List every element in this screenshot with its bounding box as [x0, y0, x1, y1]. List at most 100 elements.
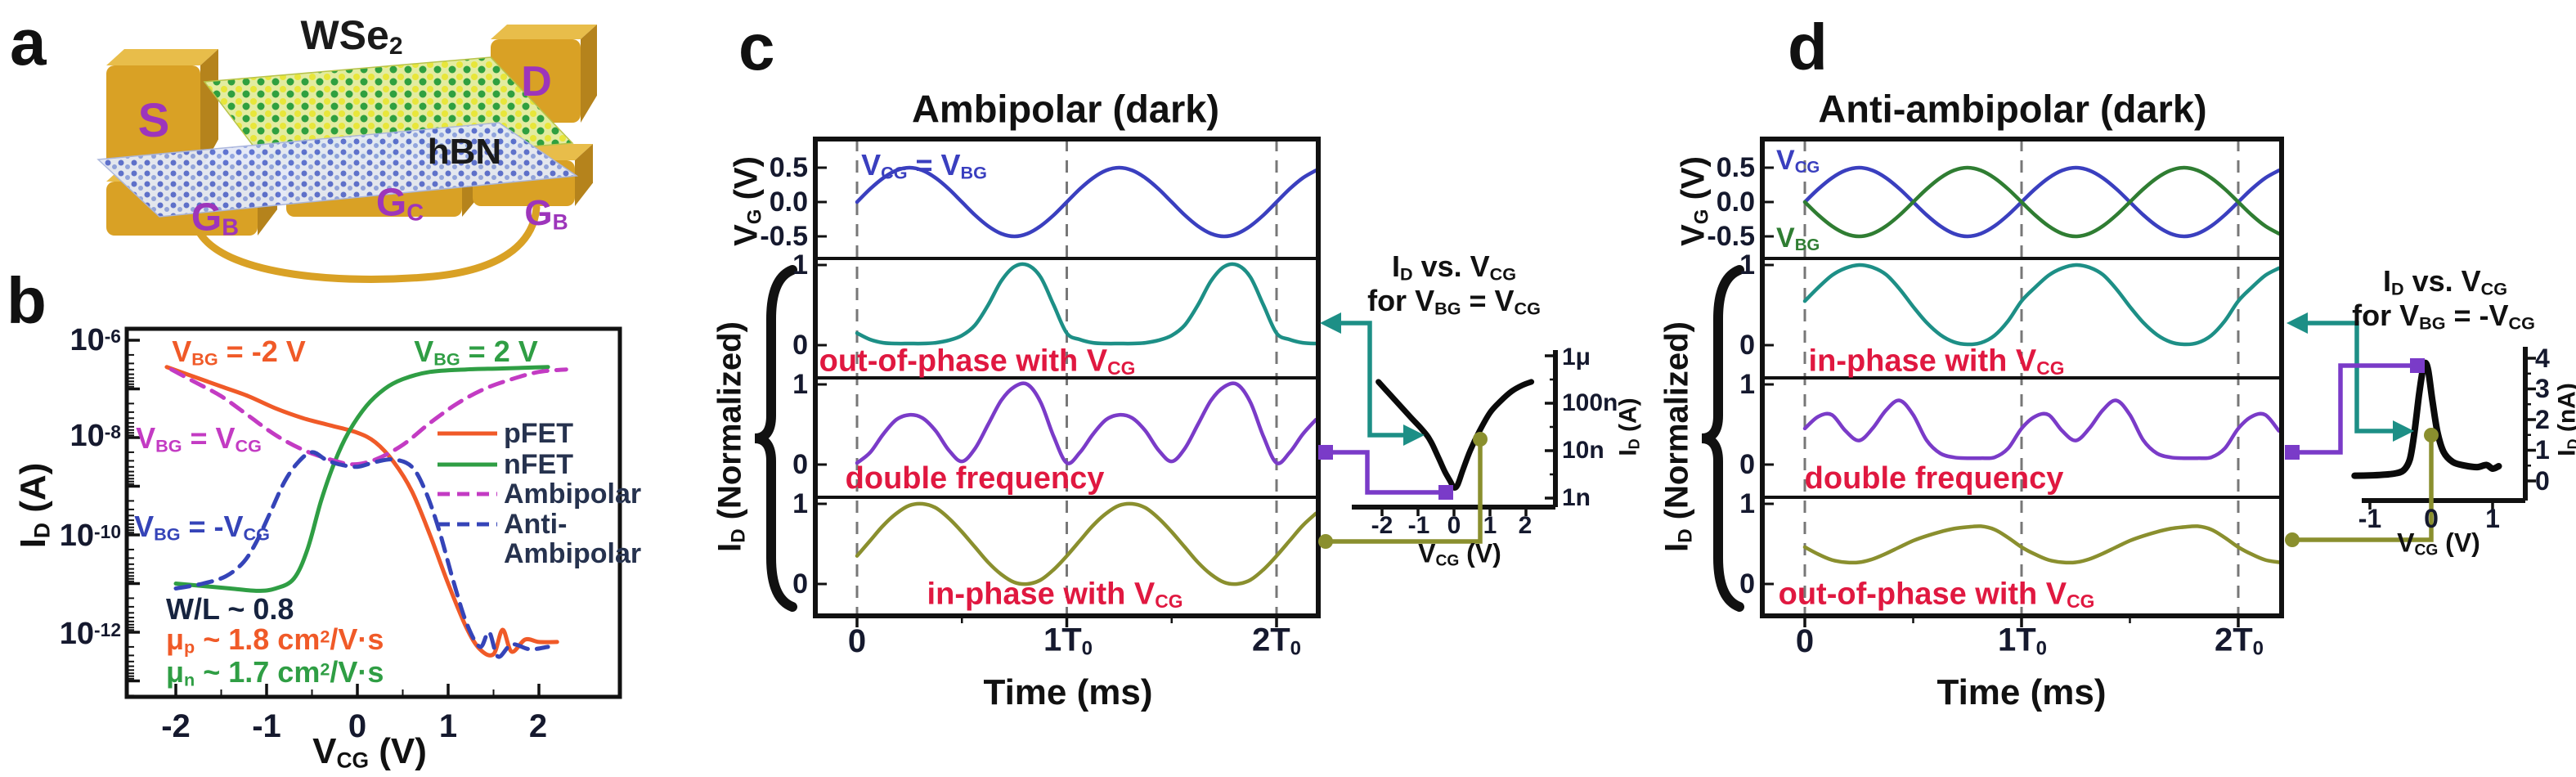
source-label: S — [137, 94, 170, 147]
ambipolar-waveforms-brace — [754, 265, 797, 612]
inset-d-ytick-2: 2 — [2535, 405, 2550, 434]
connector-c-olive — [1325, 446, 1483, 544]
antiambipolar-waveforms-brace — [1701, 265, 1744, 612]
c-wave-condition-label: VCG = VBG — [861, 148, 987, 183]
marker-square — [1438, 485, 1453, 500]
d-id-axis-label: ID (Normalized) — [1658, 321, 1697, 552]
d-annotation-out-of-phase: out-of-phase with VCG — [1778, 577, 2095, 612]
d-vg-tick-00: 0.0 — [1716, 186, 1755, 218]
inset-d-xtick-1: 1 — [2485, 504, 2500, 533]
d-id-tick-0a: 0 — [1739, 330, 1755, 361]
inset-d-xtick-0: 0 — [2424, 504, 2439, 533]
b-annotation-hole-mobility: μp ~ 1.8 cm2/V·s — [166, 622, 384, 658]
c-title: Ambipolar (dark) — [911, 87, 1220, 131]
inset-d-y-axis-label: ID (nA) — [2553, 383, 2576, 456]
b-legend-anti-line1: Anti- — [504, 509, 568, 540]
b-ytick-1e-8: 10-8 — [70, 419, 121, 453]
inset-antiambipolar-plot — [2351, 347, 2536, 510]
c-annotation-in-phase: in-phase with VCG — [927, 577, 1183, 612]
c-id-tick-0c: 0 — [792, 568, 808, 600]
d-id-tick-1a: 1 — [1739, 249, 1755, 281]
b-annotation-wl-ratio: W/L ~ 0.8 — [166, 592, 294, 626]
d-id-tick-0b: 0 — [1739, 449, 1755, 480]
b-ytick-1e-10: 10-10 — [59, 519, 121, 553]
inset-c-title-line1: ID vs. VCG — [1391, 249, 1517, 285]
antiambipolar-waveforms — [1701, 137, 2284, 627]
inset-c-x-axis-label: VCG (V) — [1418, 538, 1501, 570]
waveform-V_CG — [1802, 165, 2281, 239]
c-id-tick-0a: 0 — [792, 330, 808, 361]
inset-c-xtick-0: 0 — [1447, 512, 1461, 539]
connector-d-purple — [2291, 363, 2412, 455]
b-legend-pfet: pFET — [504, 418, 573, 449]
marker-circle — [2285, 532, 2300, 547]
d-xtick-2T0: 2T0 — [2214, 622, 2264, 660]
transfer-plot — [124, 326, 622, 699]
c-annotation-double-frequency: double frequency — [845, 461, 1105, 496]
inset-c-xtick-1: 1 — [1483, 512, 1497, 539]
c-id-tick-1c: 1 — [792, 488, 808, 519]
ambipolar-waveforms — [754, 137, 1321, 627]
inset-d-curve — [2351, 359, 2502, 479]
c-id-tick-1a: 1 — [792, 249, 808, 281]
connector-d-olive — [2291, 442, 2434, 542]
inset-c-ytick-100n: 100n — [1562, 389, 1618, 416]
connector-c-purple — [1325, 450, 1441, 495]
b-annotation-ambipolar-condition: VBG = VCG — [136, 421, 262, 456]
waveform-I_D-out-of-phase — [1802, 524, 2281, 565]
series-Anti-Ambipolar — [173, 450, 550, 659]
b-annotation-pfet-condition: VBG = -2 V — [172, 335, 306, 370]
inset-c-y-axis-label: ID (A) — [1614, 397, 1643, 456]
d-vbg-label: VBG — [1776, 222, 1820, 254]
c-vg-tick-05: 0.5 — [769, 152, 808, 183]
marker-square — [1318, 445, 1333, 460]
d-vg-tick-neg05: -0.5 — [1707, 221, 1755, 252]
waveform-I_D-double-frequency — [855, 381, 1318, 465]
transfer-curves — [164, 365, 568, 659]
panel-letter-c: c — [738, 11, 775, 83]
waveform-I_D-double-frequency — [1802, 398, 2281, 460]
d-x-axis-label: Time (ms) — [1936, 672, 2107, 712]
series-Ambipolar — [168, 367, 568, 467]
b-annotation-antiambipolar-condition: VBG = -VCG — [134, 510, 270, 545]
panel-letter-a: a — [10, 6, 47, 79]
b-legend-anti-line2: Ambipolar — [504, 538, 642, 569]
marker-circle — [1318, 534, 1333, 549]
waveform-I_D-in-phase — [1802, 263, 2281, 347]
c-xtick-2T0: 2T0 — [1251, 622, 1302, 660]
d-id-tick-0c: 0 — [1739, 568, 1755, 600]
gate-center-label: GC — [375, 181, 424, 227]
b-ytick-1e-6: 10-6 — [70, 323, 121, 357]
b-x-axis-label: VCG (V) — [312, 731, 427, 773]
inset-d-title-line1: ID vs. VCG — [2382, 264, 2508, 299]
inset-c-ytick-1u: 1μ — [1562, 344, 1591, 371]
arrow-d-teal-right — [2393, 420, 2414, 442]
wse2-label: WSe2 — [300, 12, 403, 60]
inset-c-ytick-1n: 1n — [1562, 484, 1591, 511]
marker-circle — [1473, 432, 1488, 447]
inset-d-x-axis-label: VCG (V) — [2397, 528, 2480, 559]
c-id-tick-1b: 1 — [792, 369, 808, 400]
b-xtick-2: 2 — [528, 708, 548, 744]
b-ytick-1e-12: 10-12 — [59, 617, 121, 651]
c-x-axis-label: Time (ms) — [983, 672, 1153, 712]
inset-c-xtick--1: -1 — [1407, 512, 1430, 539]
c-vg-tick-neg05: -0.5 — [760, 221, 808, 252]
b-xtick--2: -2 — [161, 708, 191, 744]
waveform-I_D-in-phase — [855, 501, 1318, 586]
marker-circle — [2424, 428, 2439, 442]
inset-d-xtick--1: -1 — [2358, 504, 2382, 533]
marker-square — [2410, 358, 2425, 373]
inset-c-curve — [1376, 379, 1535, 491]
c-annotation-out-of-phase: out-of-phase with VCG — [819, 344, 1136, 379]
d-id-tick-1c: 1 — [1739, 488, 1755, 519]
inset-c-xtick-2: 2 — [1518, 512, 1533, 539]
inset-d-ytick-1: 1 — [2535, 435, 2550, 465]
b-annotation-electron-mobility: μn ~ 1.7 cm2/V·s — [166, 655, 384, 690]
waveform-V_CG-=-V_BG — [855, 165, 1318, 239]
b-xtick-1: 1 — [438, 708, 458, 744]
waveform-I_D-out-of-phase — [855, 262, 1318, 346]
panel-letter-b: b — [7, 264, 47, 337]
gate-left-label: GB — [191, 195, 240, 241]
